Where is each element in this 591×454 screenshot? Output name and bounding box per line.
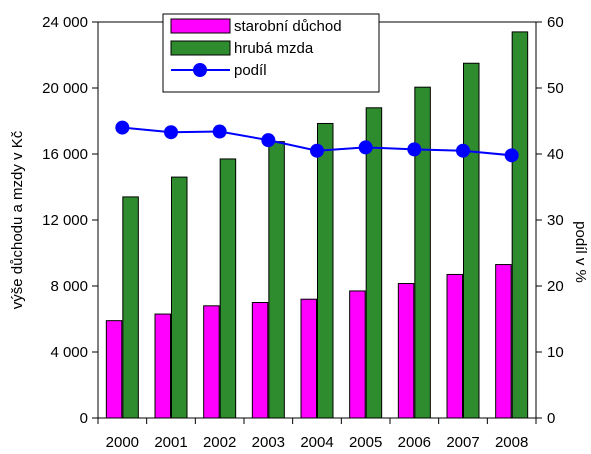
- y-tick-label: 8 000: [50, 278, 88, 295]
- y2-tick-label: 40: [547, 146, 564, 163]
- legend-marker-podil: [193, 63, 207, 77]
- y-tick-label: 20 000: [42, 80, 88, 97]
- bar-pension-2007: [446, 273, 463, 419]
- x-tick-label: 2007: [446, 434, 479, 451]
- y2-tick-label: 10: [547, 344, 564, 361]
- y-tick-label: 12 000: [42, 212, 88, 229]
- legend-swatch-pension: [170, 18, 231, 34]
- legend-label: starobní důchod: [234, 18, 342, 35]
- bar-pension-2002: [203, 305, 220, 419]
- legend-label: hrubá mzda: [234, 40, 314, 57]
- y2-tick-label: 60: [547, 14, 564, 31]
- x-tick-label: 2003: [252, 434, 285, 451]
- point-podil-2002: [212, 124, 227, 139]
- y2-axis-title: podíl v %: [572, 221, 589, 283]
- y2-tick-label: 20: [547, 278, 564, 295]
- point-podil-2008: [504, 148, 519, 163]
- y2-tick-label: 0: [547, 410, 555, 427]
- bar-wage-2000: [122, 196, 139, 419]
- bar-pension-2006: [397, 283, 415, 419]
- x-tick-label: 2001: [154, 434, 187, 451]
- bar-wage-2005: [365, 107, 383, 419]
- y2-tick-label: 50: [547, 80, 564, 97]
- bar-pension-2005: [349, 290, 366, 419]
- point-podil-2004: [310, 143, 324, 158]
- y-tick-label: 0: [80, 410, 88, 427]
- point-podil-2007: [456, 143, 470, 158]
- line-layer: [115, 120, 519, 163]
- y-tick-label: 4 000: [50, 344, 88, 361]
- x-axis: 2000 2001 2002 2003 2004 2005 2006 2007 2008: [97, 418, 537, 451]
- point-podil-2005: [358, 140, 373, 155]
- x-tick-label: 2005: [349, 434, 382, 451]
- bar-wage-2002: [219, 158, 237, 419]
- point-podil-2001: [164, 125, 178, 140]
- x-tick-label: 2006: [398, 434, 431, 451]
- legend: starobní důchod hrubá mzda podíl: [162, 13, 380, 93]
- legend-label: podíl: [234, 62, 267, 79]
- x-tick-label: 2000: [106, 434, 139, 451]
- bar-wage-2006: [414, 86, 431, 419]
- bar-pension-2001: [154, 313, 171, 419]
- legend-swatch-wage: [170, 40, 231, 56]
- x-tick-label: 2004: [300, 434, 333, 451]
- y-axis-title: výše důchodu a mzdy v Kč: [9, 130, 26, 309]
- bar-pension-2000: [105, 320, 123, 419]
- x-tick-label: 2008: [495, 434, 528, 451]
- point-podil-2000: [115, 120, 130, 135]
- point-podil-2006: [407, 142, 422, 157]
- left-axis: 0 4 000 8 000 12 000 16 000 20 000 24 000: [42, 14, 98, 427]
- x-tick-label: 2002: [203, 434, 236, 451]
- bars: [105, 31, 529, 419]
- point-podil-2003: [261, 133, 276, 148]
- y2-tick-label: 30: [547, 212, 564, 229]
- bar-wage-2008: [511, 31, 529, 419]
- bar-wage-2007: [463, 62, 480, 419]
- y-tick-label: 16 000: [42, 146, 88, 163]
- y-tick-label: 24 000: [42, 14, 88, 31]
- bar-wage-2001: [171, 176, 188, 419]
- bar-pension-2003: [251, 302, 269, 419]
- bar-pension-2008: [495, 264, 512, 419]
- bar-pension-2004: [300, 298, 317, 419]
- bar-wage-2003: [268, 141, 285, 419]
- bar-wage-2004: [317, 122, 334, 419]
- right-axis: 0 10 20 30 40 50 60: [536, 14, 564, 427]
